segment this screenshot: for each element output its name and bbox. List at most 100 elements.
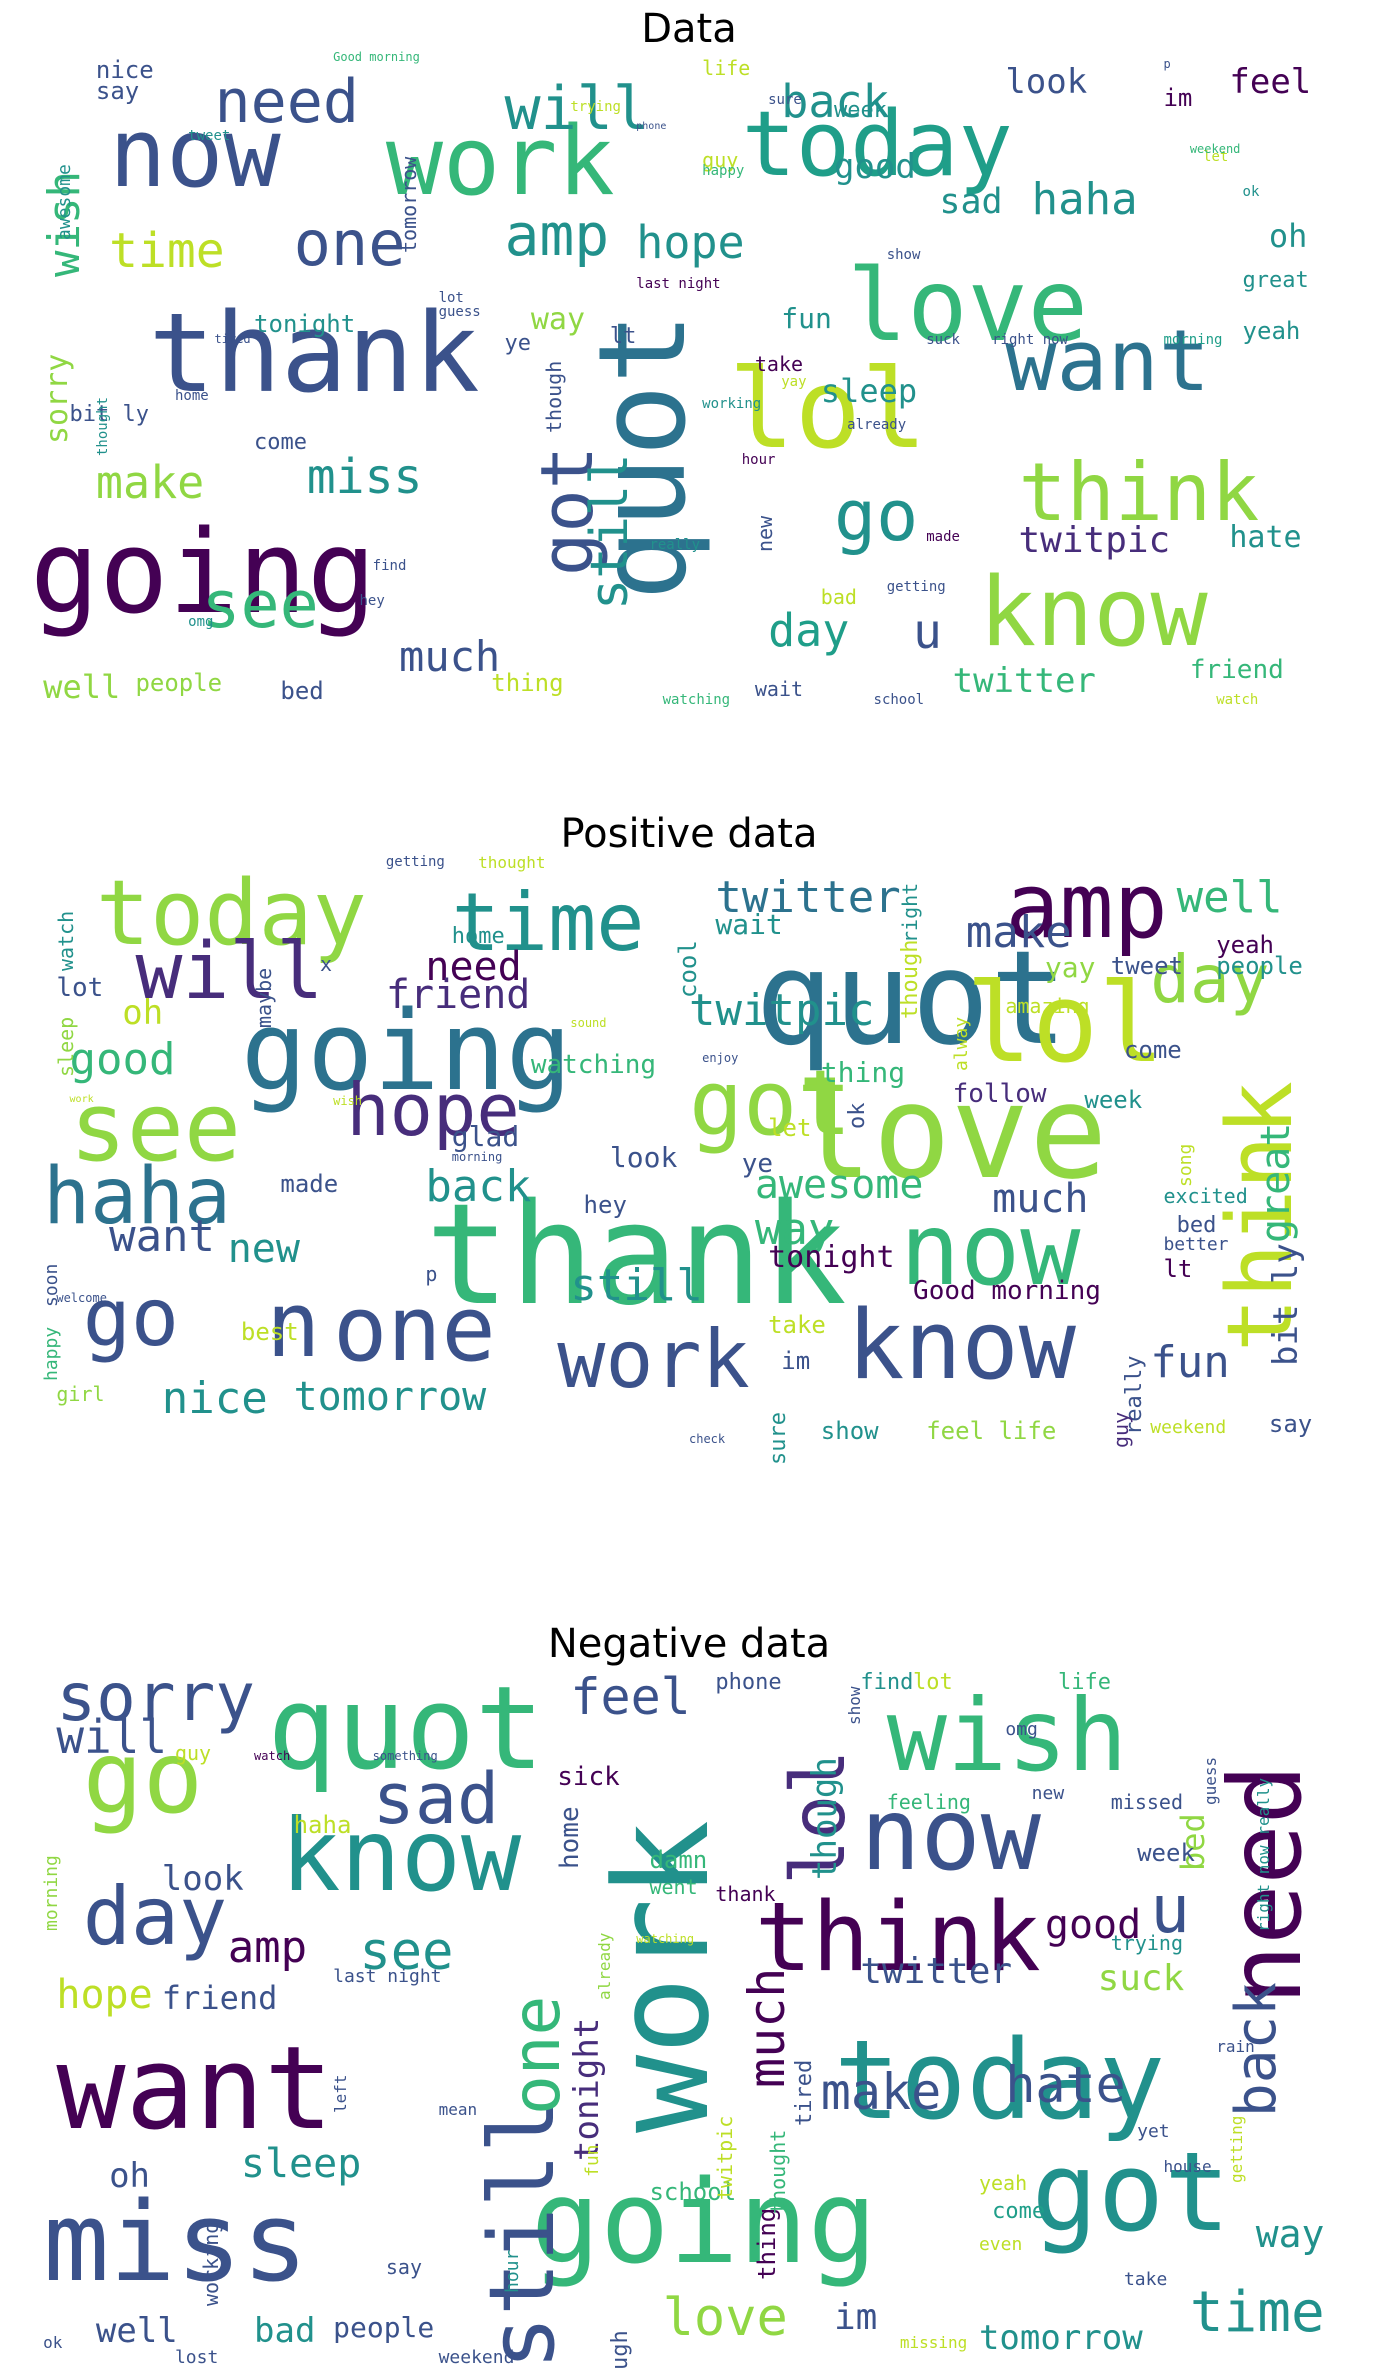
cloud-word: suck [1097,1958,1185,2000]
cloud-word: tweet [188,127,231,144]
cloud-word: friend [385,971,531,1018]
cloud-word: hour [502,2249,524,2294]
cloud-word: happy [41,1327,63,1382]
cloud-word: song [1174,1143,1196,1188]
cloud-word: happy [702,162,745,179]
cloud-word: sad [372,1757,500,1840]
cloud-word: school [649,2177,737,2206]
cloud-word: ye [741,1149,774,1180]
cloud-word: hate [1229,520,1302,556]
cloud-word: bit ly [1265,1242,1306,1366]
cloud-word: still [470,2099,576,2370]
cloud-word: work [385,106,615,217]
cloud-word: watch [1216,691,1259,708]
cloud-word: glad [451,1119,520,1153]
cloud-word: tired [214,332,251,347]
cloud-word: miss [306,448,423,505]
cloud-word: guy [174,1740,212,1765]
cloud-word: tired [792,2059,818,2126]
cloud-word: wait [754,676,804,701]
cloud-word: yeah [1242,316,1301,345]
cloud-word: week [833,98,887,124]
cloud-word: enjoy [702,1051,739,1066]
cloud-word: hey [359,592,385,609]
cloud-word: awesome [754,1162,924,1209]
cloud-word: hey [583,1191,627,1220]
cloud-word: phone [715,1670,782,1696]
cloud-word: working [702,395,762,412]
cloud-word: twitpic [689,984,875,1036]
cloud-word: wait [715,908,783,942]
cloud-word: people [1216,951,1303,980]
cloud-word: day [768,604,850,657]
cloud-word: fun [1150,1337,1230,1389]
cloud-word: bed [1176,1212,1217,1238]
cloud-word: life [1058,1670,1112,1696]
cloud-word: going [30,506,377,641]
cloud-word: think [754,1882,1041,1993]
cloud-word: find [860,1670,914,1696]
cloud-word: way [530,301,586,337]
cloud-word: getting [1227,2115,1247,2184]
cloud-word: even [978,2234,1023,2256]
cloud-word: still [579,453,640,610]
cloud-word: think [1018,445,1260,539]
cloud-word: hour [741,451,776,468]
cloud-word: guess [438,303,481,320]
cloud-word: lt [1163,1254,1193,1283]
cloud-word: sick [557,1761,620,1792]
cloud-word: lol [728,345,928,474]
cloud-word: yeah [1216,930,1274,959]
cloud-word: feeling [886,1789,971,1814]
cloud-word: twitter [860,1951,1013,1993]
cloud-word: thought [766,2130,791,2215]
cloud-word: awesome [54,163,76,240]
cloud-word: lol [965,958,1165,1087]
cloud-word: made [926,529,960,546]
cloud-word: hope [346,1067,520,1152]
word-cloud: now work today love thank going quot lol want thi… [30,44,1348,749]
cloud-word: yay [781,374,807,391]
cloud-word: house [1163,2156,1212,2176]
cloud-word: ye [504,331,531,357]
cloud-word: watch [54,911,79,972]
cloud-word: find [372,557,407,574]
cloud-word: know [280,1797,522,1914]
cloud-word: take [1123,2269,1168,2291]
cloud-word: home [451,923,505,949]
cloud-word: want [56,2021,334,2156]
word-cloud: quot love thank going today amp time will lol see… [30,855,1348,1560]
cloud-word: well [95,2310,178,2351]
cloud-word: weekend [1189,141,1241,156]
cloud-word: phone [636,120,667,132]
cloud-word: sure [766,1411,792,1465]
cloud-word: last night [333,1966,442,1988]
cloud-word: work [69,1093,94,1105]
cloud-word: rain [1216,2036,1255,2056]
cloud-word: much [399,632,501,682]
cloud-word: day [1150,940,1270,1018]
cloud-word: tonight [768,1239,895,1275]
panel-title: Positive data [560,811,818,857]
cloud-word: thing [752,2207,781,2280]
cloud-word: much [737,1967,796,2089]
cloud-word: quot [754,921,1068,1074]
cloud-word: today [95,861,367,967]
cloud-word: amp [1005,854,1168,960]
cloud-word: got [689,1051,852,1157]
cloud-word: thank [715,1881,776,1906]
cloud-word: made [280,1170,339,1199]
cloud-word: show [820,1417,879,1445]
cloud-word: guess [1201,1756,1221,1805]
cloud-word: one [293,207,406,281]
cloud-word: know [847,1291,1076,1402]
cloud-word: guy [702,147,739,172]
cloud-word: see [201,567,319,643]
cloud-word: bit ly [69,401,150,427]
cloud-word: haha [293,1811,352,1840]
cloud-word: thought [94,396,111,456]
cloud-word: x [319,951,332,976]
cloud-word: omg [1005,1719,1038,1741]
cloud-word: work [557,1313,750,1407]
cloud-word: want [1005,311,1211,411]
